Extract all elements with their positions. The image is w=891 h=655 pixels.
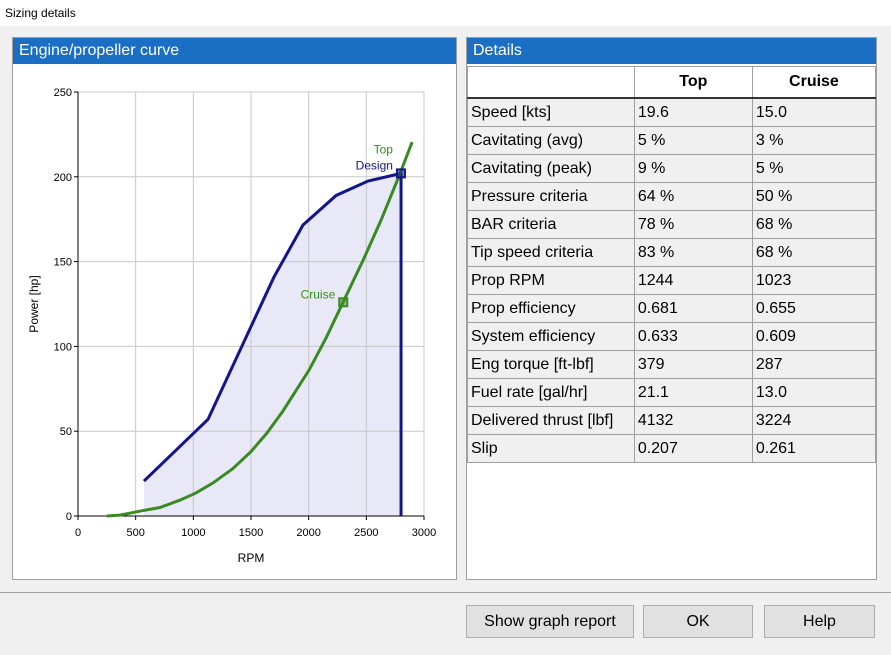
x-tick-label: 0 [75, 527, 81, 539]
y-tick-label: 50 [60, 426, 72, 438]
table-row: Eng torque [ft-lbf] 379 287 [467, 350, 877, 379]
table-cell: 3224 [751, 406, 877, 435]
details-panel: Details Top Cruise Speed [kts] 19.6 15.0 Cavi… [466, 37, 877, 580]
marker-label: Top [374, 142, 394, 156]
table-cell: 13.0 [751, 378, 877, 407]
details-title: Details [467, 38, 876, 64]
row-label: Prop RPM [467, 266, 635, 295]
table-cell: 64 % [633, 182, 753, 211]
table-cell: 0.681 [633, 294, 753, 323]
table-cell: 78 % [633, 210, 753, 239]
table-cell: 5 % [633, 126, 753, 155]
row-label: Speed [kts] [467, 97, 635, 127]
area [143, 173, 402, 516]
column-header: Top [633, 66, 753, 99]
y-tick-label: 100 [54, 341, 72, 353]
y-tick-label: 150 [54, 257, 72, 269]
x-axis-label: RPM [238, 551, 265, 565]
chart-title: Engine/propeller curve [13, 38, 456, 64]
table-row: Tip speed criteria 83 % 68 % [467, 238, 877, 267]
table-cell: 0.609 [751, 322, 877, 351]
table-cell: 287 [751, 350, 877, 379]
table-cell: 50 % [751, 182, 877, 211]
table-cell: 1023 [751, 266, 877, 295]
row-label: Eng torque [ft-lbf] [467, 350, 635, 379]
y-tick-label: 0 [66, 511, 72, 523]
row-label: Tip speed criteria [467, 238, 635, 267]
table-cell: 0.207 [633, 434, 753, 463]
x-tick-label: 1000 [181, 527, 205, 539]
table-cell: 19.6 [633, 97, 753, 127]
table-cell: 0.633 [633, 322, 753, 351]
y-tick-label: 250 [54, 87, 72, 99]
row-label: Cavitating (avg) [467, 126, 635, 155]
table-cell: 3 % [751, 126, 877, 155]
marker-label: Cruise [301, 287, 336, 301]
column-header: Cruise [751, 66, 877, 99]
table-cell: 379 [633, 350, 753, 379]
title-bar: Sizing details [0, 0, 891, 26]
table-cell: 4132 [633, 406, 753, 435]
chart-panel: Engine/propeller curve 0 500 1000 1500 2000 2… [12, 37, 457, 580]
x-tick-label: 1500 [239, 527, 263, 539]
chart: 0 500 1000 1500 2000 2500 3000 0 50 100 150 200 250 R… [27, 87, 436, 565]
table-row: Prop RPM 1244 1023 [467, 266, 877, 295]
marker-label: Design [356, 158, 393, 172]
row-label: Pressure criteria [467, 182, 635, 211]
table-row: Pressure criteria 64 % 50 % [467, 182, 877, 211]
table-row: Slip 0.207 0.261 [467, 434, 877, 463]
x-tick-label: 3000 [412, 527, 436, 539]
line [106, 141, 414, 518]
row-label: Slip [467, 434, 635, 463]
table-row: Cavitating (peak) 9 % 5 % [467, 154, 877, 183]
row-label: Delivered thrust [lbf] [467, 406, 635, 435]
table-row: Fuel rate [gal/hr] 21.1 13.0 [467, 378, 877, 407]
row-label: Cavitating (peak) [467, 154, 635, 183]
table-cell: 21.1 [633, 378, 753, 407]
table-cell: 83 % [633, 238, 753, 267]
table-cell: 9 % [633, 154, 753, 183]
table-row: BAR criteria 78 % 68 % [467, 210, 877, 239]
table-cell: 68 % [751, 238, 877, 267]
table-row: System efficiency 0.633 0.609 [467, 322, 877, 351]
marker [338, 297, 349, 308]
table-cell: 0.261 [751, 434, 877, 463]
x-tick-label: 500 [126, 527, 144, 539]
y-axis-label: Power [hp] [27, 275, 41, 332]
table-cell: 5 % [751, 154, 877, 183]
row-label: Fuel rate [gal/hr] [467, 378, 635, 407]
table-cell: 0.655 [751, 294, 877, 323]
window-title: Sizing details [5, 6, 76, 20]
line [142, 171, 403, 516]
table-cell: 1244 [633, 266, 753, 295]
header-row: Top Cruise [467, 66, 877, 99]
row-label: BAR criteria [467, 210, 635, 239]
table-row: Delivered thrust [lbf] 4132 3224 [467, 406, 877, 435]
button[interactable]: OK [643, 605, 753, 638]
row-label: Prop efficiency [467, 294, 635, 323]
header-cell [467, 66, 635, 99]
table-row: Speed [kts] 19.6 15.0 [467, 97, 877, 127]
button[interactable]: Show graph report [466, 605, 634, 638]
details-table: Top Cruise Speed [kts] 19.6 15.0 Cavitating (… [467, 66, 877, 463]
table-cell: 68 % [751, 210, 877, 239]
table-row: Prop efficiency 0.681 0.655 [467, 294, 877, 323]
x-tick-label: 2500 [354, 527, 378, 539]
row-label: System efficiency [467, 322, 635, 351]
marker [395, 168, 406, 179]
table-row: Cavitating (avg) 5 % 3 % [467, 126, 877, 155]
y-tick-label: 200 [54, 172, 72, 184]
table-cell: 15.0 [751, 97, 877, 127]
x-tick-label: 2000 [296, 527, 320, 539]
separator [0, 592, 891, 593]
button[interactable]: Help [764, 605, 875, 638]
